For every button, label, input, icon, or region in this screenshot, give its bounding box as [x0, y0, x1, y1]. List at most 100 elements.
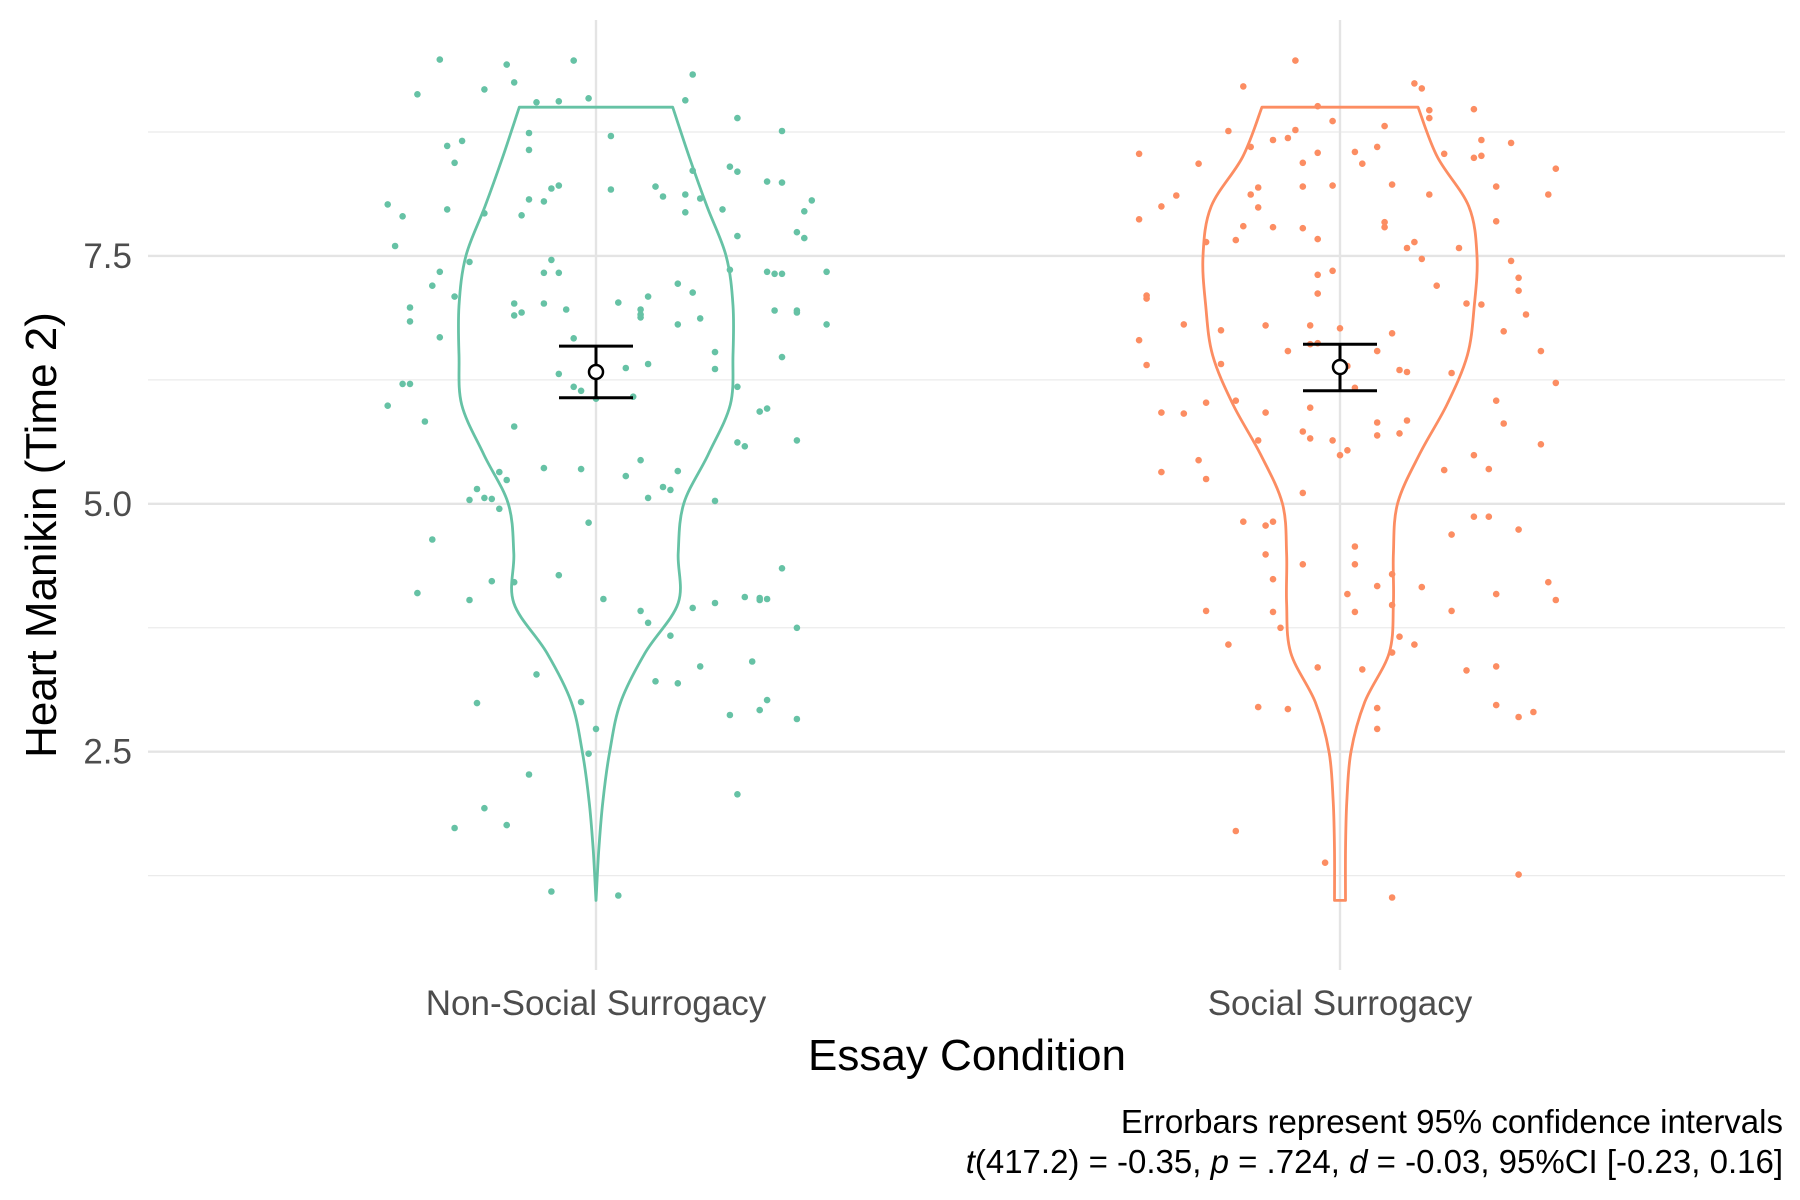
data-point — [1158, 468, 1165, 476]
data-point — [592, 725, 600, 733]
data-point — [510, 578, 518, 586]
data-point — [585, 750, 592, 757]
data-point — [1552, 165, 1560, 172]
data-point — [667, 632, 674, 639]
data-point — [771, 307, 778, 314]
data-point — [1373, 582, 1381, 590]
data-point — [533, 99, 540, 106]
data-point — [719, 206, 726, 213]
data-point — [570, 57, 577, 64]
data-point — [548, 256, 555, 264]
data-point — [1381, 218, 1388, 226]
data-point — [1336, 325, 1344, 332]
data-point — [1426, 106, 1433, 114]
x-tick-labels: Non-Social Surrogacy Social Surrogacy — [426, 984, 1473, 1023]
data-point — [1463, 300, 1470, 307]
data-point — [1463, 667, 1470, 674]
caption-p-value: = .724, — [1229, 1143, 1349, 1180]
data-point — [1269, 518, 1277, 525]
data-point — [1217, 327, 1225, 334]
data-point — [823, 268, 830, 276]
data-point — [1440, 466, 1448, 474]
data-point — [1381, 223, 1388, 231]
data-point — [466, 596, 473, 604]
data-point — [548, 185, 555, 192]
data-point — [525, 771, 533, 778]
data-point — [496, 468, 503, 476]
data-point — [659, 193, 667, 200]
y-tick-labels: 2.5 5.0 7.5 — [83, 237, 132, 772]
data-point — [436, 334, 444, 341]
data-point — [1448, 369, 1455, 377]
data-point — [1478, 136, 1485, 144]
data-point — [577, 698, 585, 706]
data-point — [1515, 871, 1522, 878]
data-point — [570, 335, 577, 342]
data-point — [406, 304, 414, 311]
data-point — [466, 496, 473, 504]
data-point — [1158, 203, 1165, 210]
data-point — [1470, 154, 1478, 162]
data-point — [1202, 238, 1210, 246]
data-point — [429, 536, 436, 543]
data-point — [1359, 160, 1366, 167]
data-point — [1262, 522, 1269, 529]
data-point — [1515, 274, 1522, 282]
data-point — [1269, 575, 1277, 583]
data-point — [1135, 150, 1143, 158]
data-point — [793, 437, 801, 444]
data-point — [726, 163, 734, 170]
data-point — [1262, 551, 1269, 558]
data-point — [1314, 149, 1321, 157]
data-point — [1433, 282, 1440, 290]
data-point — [384, 402, 392, 410]
data-point — [778, 270, 786, 278]
y-axis-title: Heart Manikin (Time 2) — [17, 312, 66, 758]
data-point — [1485, 465, 1493, 473]
data-point — [1314, 290, 1321, 297]
data-point — [734, 232, 741, 240]
data-point — [1388, 894, 1396, 901]
data-point — [1396, 366, 1403, 374]
data-point — [436, 56, 444, 63]
data-point — [443, 206, 451, 213]
data-point — [429, 282, 436, 290]
data-point — [1351, 543, 1359, 550]
data-point — [1500, 420, 1507, 427]
data-point — [711, 599, 719, 607]
data-point — [525, 196, 533, 203]
data-point — [711, 497, 719, 505]
data-point — [1448, 607, 1455, 615]
data-point — [1143, 361, 1150, 369]
data-point — [1515, 287, 1522, 295]
data-point — [1492, 218, 1500, 225]
data-point — [823, 321, 830, 328]
data-point — [1143, 295, 1150, 302]
data-point — [1240, 518, 1247, 525]
data-point — [682, 97, 689, 104]
data-point — [1232, 236, 1240, 244]
data-point — [399, 380, 406, 388]
data-point — [644, 619, 652, 627]
data-point — [1344, 590, 1351, 598]
data-point — [510, 300, 518, 307]
data-point — [1306, 404, 1314, 412]
data-point — [510, 79, 518, 86]
data-point — [1299, 561, 1307, 568]
data-point — [1552, 596, 1560, 604]
data-point — [1254, 703, 1262, 711]
data-point — [1351, 561, 1359, 568]
data-point — [1284, 134, 1292, 142]
data-point — [1306, 435, 1314, 442]
violin-non-social — [456, 105, 736, 902]
x-tick-label: Non-Social Surrogacy — [426, 984, 767, 1023]
data-point — [1470, 513, 1478, 520]
data-point — [1180, 410, 1188, 417]
grid-lines — [148, 20, 1785, 970]
caption-line-2: t(417.2) = -0.35, p = .724, d = -0.03, 9… — [966, 1143, 1783, 1180]
data-point — [1545, 578, 1552, 586]
data-point — [689, 167, 696, 174]
data-point — [696, 663, 704, 670]
data-point — [458, 137, 466, 145]
